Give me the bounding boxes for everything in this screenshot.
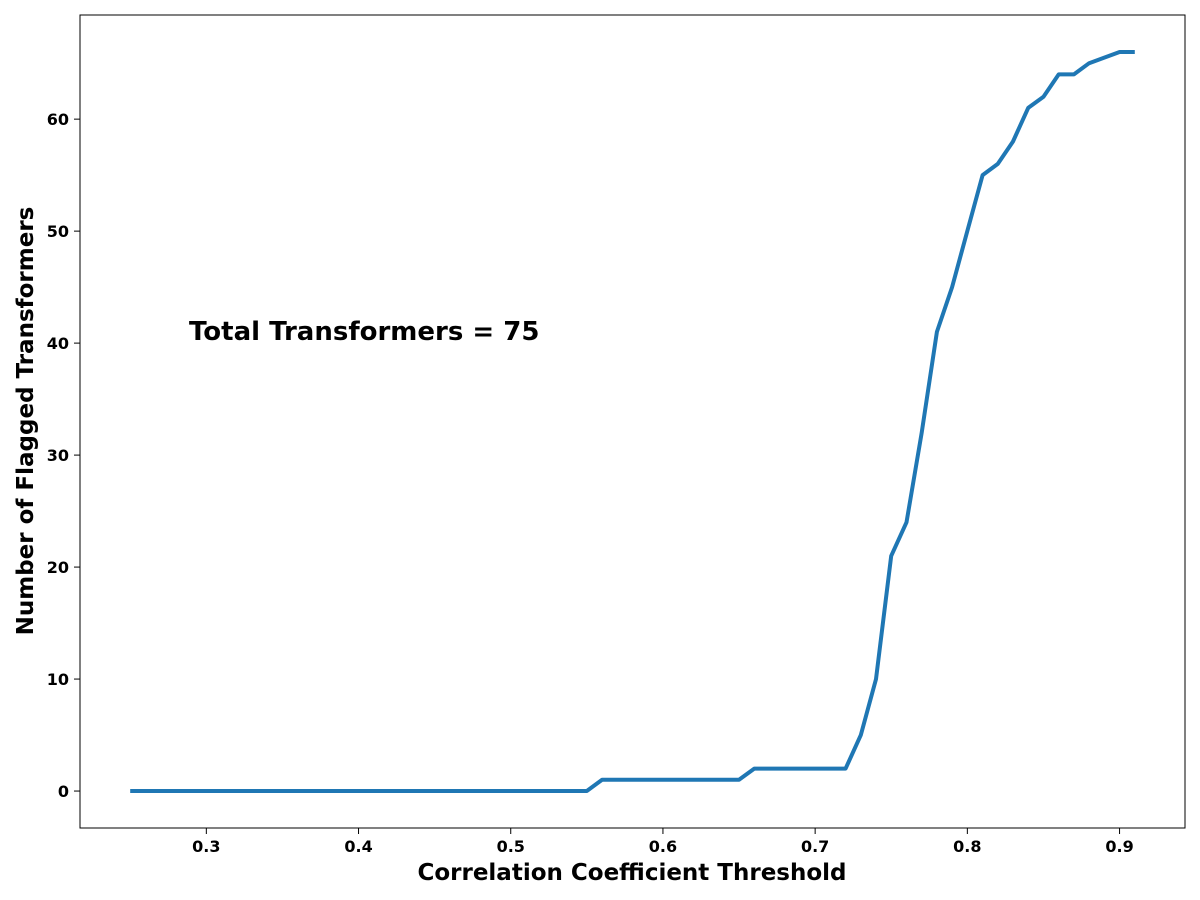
y-axis-title: Number of Flagged Transformers	[13, 207, 39, 636]
x-tick-label: 0.3	[192, 837, 220, 856]
y-axis: 0 10 20 30 40 50 60	[47, 110, 80, 801]
plot-area-frame	[79, 14, 1186, 829]
y-tick-label: 0	[58, 782, 69, 801]
y-tick-label: 20	[47, 558, 69, 577]
y-tick-label: 50	[47, 222, 69, 241]
x-tick-label: 0.5	[497, 837, 525, 856]
y-tick-label: 60	[47, 110, 69, 129]
x-tick-label: 0.6	[649, 837, 677, 856]
x-axis-title: Correlation Coefficient Threshold	[417, 860, 846, 886]
x-tick-label: 0.4	[344, 837, 372, 856]
y-tick-label: 40	[47, 334, 69, 353]
x-tick-label: 0.8	[953, 837, 981, 856]
x-tick-label: 0.7	[801, 837, 829, 856]
x-tick-label: 0.9	[1105, 837, 1133, 856]
x-axis: 0.3 0.4 0.5 0.6 0.7 0.8 0.9	[192, 828, 1134, 856]
y-tick-label: 10	[47, 670, 69, 689]
series-line	[130, 50, 1135, 793]
annotation-total-transformers: Total Transformers = 75	[189, 317, 539, 347]
y-tick-label: 30	[47, 446, 69, 465]
